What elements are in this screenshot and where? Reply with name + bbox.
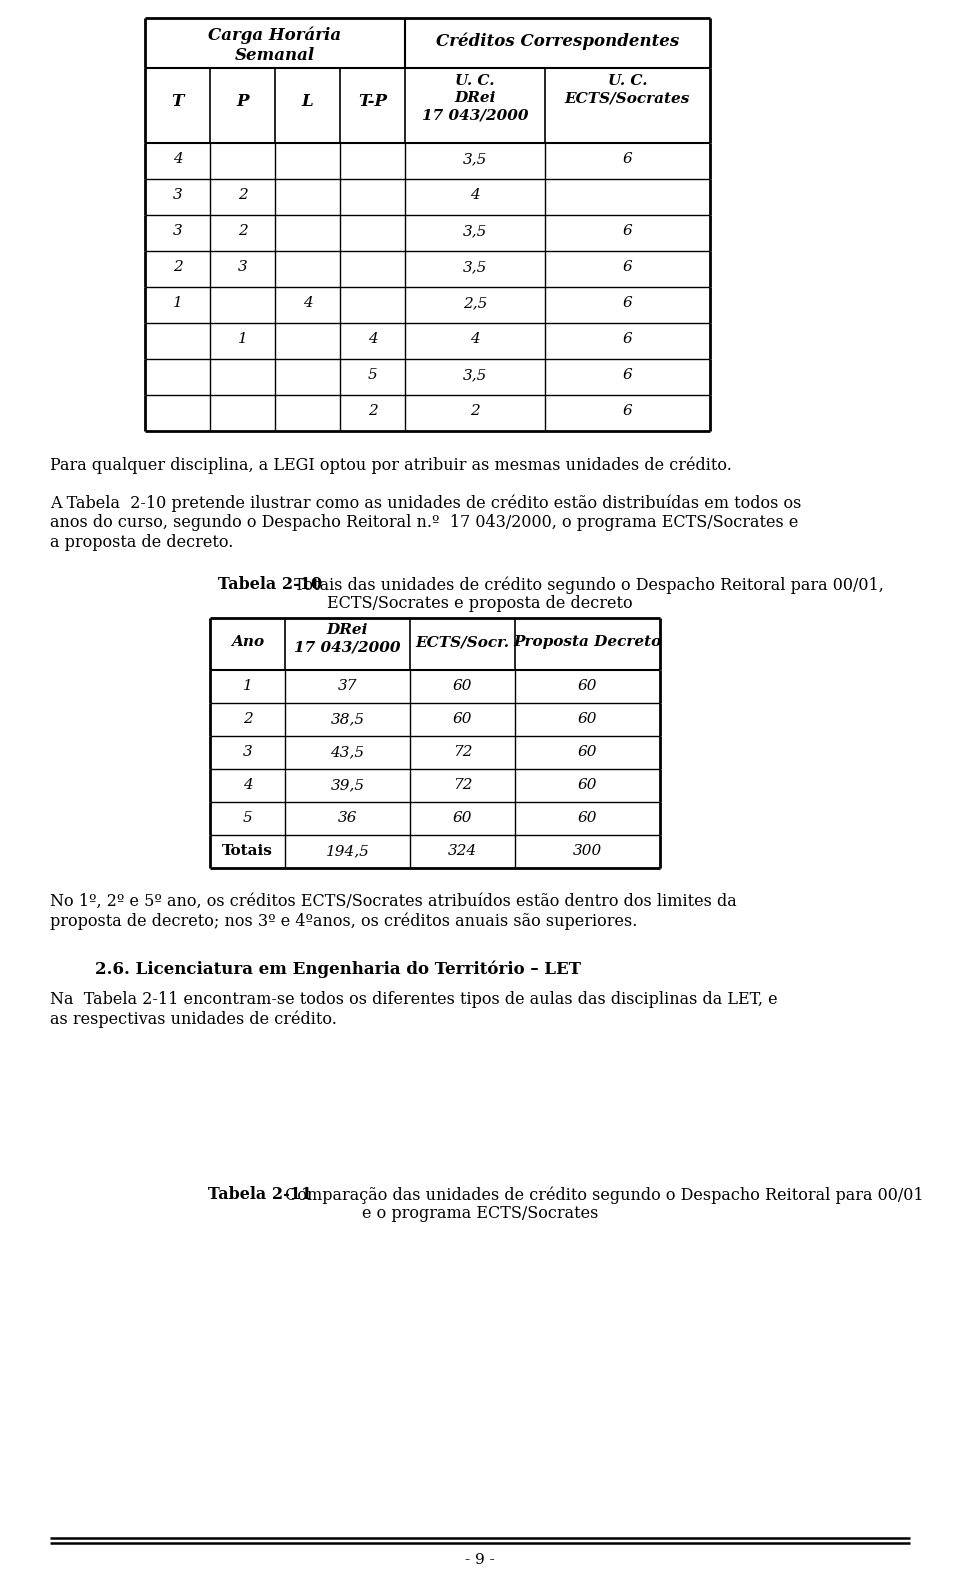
Text: 4: 4 — [368, 332, 377, 346]
Text: P: P — [236, 93, 249, 110]
Text: Comparação das unidades de crédito segundo o Despacho Reitoral para 00/01: Comparação das unidades de crédito segun… — [279, 1185, 924, 1204]
Text: 2: 2 — [173, 259, 182, 274]
Text: 2: 2 — [470, 404, 480, 418]
Text: a proposta de decreto.: a proposta de decreto. — [50, 534, 233, 552]
Text: 37: 37 — [338, 679, 357, 693]
Text: anos do curso, segundo o Despacho Reitoral n.º  17 043/2000, o programa ECTS/Soc: anos do curso, segundo o Despacho Reitor… — [50, 514, 799, 531]
Text: U. C.
DRei
17 043/2000: U. C. DRei 17 043/2000 — [421, 74, 528, 123]
Text: 60: 60 — [578, 778, 597, 792]
Text: 72: 72 — [453, 778, 472, 792]
Text: T: T — [171, 93, 183, 110]
Text: 43,5: 43,5 — [330, 745, 365, 759]
Text: e o programa ECTS/Socrates: e o programa ECTS/Socrates — [362, 1206, 598, 1221]
Text: Totais das unidades de crédito segundo o Despacho Reitoral para 00/01,: Totais das unidades de crédito segundo o… — [289, 575, 884, 594]
Text: 324: 324 — [448, 844, 477, 858]
Text: 2: 2 — [238, 189, 248, 201]
Text: 2: 2 — [368, 404, 377, 418]
Text: 60: 60 — [453, 712, 472, 726]
Text: 6: 6 — [623, 296, 633, 310]
Text: 60: 60 — [578, 811, 597, 825]
Text: 2: 2 — [238, 223, 248, 237]
Text: 3: 3 — [173, 189, 182, 201]
Text: proposta de decreto; nos 3º e 4ºanos, os créditos anuais são superiores.: proposta de decreto; nos 3º e 4ºanos, os… — [50, 913, 637, 931]
Text: 39,5: 39,5 — [330, 778, 365, 792]
Text: 36: 36 — [338, 811, 357, 825]
Text: 5: 5 — [368, 368, 377, 382]
Text: Tabela 2-10: Tabela 2-10 — [218, 575, 322, 593]
Text: 4: 4 — [243, 778, 252, 792]
Text: 60: 60 — [578, 712, 597, 726]
Text: 3: 3 — [243, 745, 252, 759]
Text: 3,5: 3,5 — [463, 368, 487, 382]
Text: 6: 6 — [623, 223, 633, 237]
Text: 4: 4 — [302, 296, 312, 310]
Text: 60: 60 — [453, 811, 472, 825]
Text: 2.6. Licenciatura em Engenharia do Território – LET: 2.6. Licenciatura em Engenharia do Terri… — [95, 960, 581, 978]
Text: 300: 300 — [573, 844, 602, 858]
Text: A Tabela  2-10 pretende ilustrar como as unidades de crédito estão distribuídas : A Tabela 2-10 pretende ilustrar como as … — [50, 494, 802, 511]
Text: 60: 60 — [578, 745, 597, 759]
Text: Créditos Correspondentes: Créditos Correspondentes — [436, 33, 679, 50]
Text: 3: 3 — [173, 223, 182, 237]
Text: T-P: T-P — [358, 93, 387, 110]
Text: No 1º, 2º e 5º ano, os créditos ECTS/Socrates atribuídos estão dentro dos limite: No 1º, 2º e 5º ano, os créditos ECTS/Soc… — [50, 893, 736, 910]
Text: 194,5: 194,5 — [325, 844, 370, 858]
Text: - 9 -: - 9 - — [466, 1553, 494, 1567]
Text: Na  Tabela 2-11 encontram-se todos os diferentes tipos de aulas das disciplinas : Na Tabela 2-11 encontram-se todos os dif… — [50, 990, 778, 1008]
Text: 6: 6 — [623, 332, 633, 346]
Text: as respectivas unidades de crédito.: as respectivas unidades de crédito. — [50, 1011, 337, 1028]
Text: 1: 1 — [173, 296, 182, 310]
Text: Ano: Ano — [231, 635, 264, 649]
Text: U. C.
ECTS/Socrates: U. C. ECTS/Socrates — [564, 74, 690, 105]
Text: 2: 2 — [243, 712, 252, 726]
Text: 2,5: 2,5 — [463, 296, 487, 310]
Text: 3: 3 — [238, 259, 248, 274]
Text: Carga Horária
Semanal: Carga Horária Semanal — [208, 27, 342, 64]
Text: Tabela 2-11: Tabela 2-11 — [208, 1185, 312, 1203]
Text: 4: 4 — [470, 332, 480, 346]
Text: 3,5: 3,5 — [463, 152, 487, 167]
Text: 6: 6 — [623, 404, 633, 418]
Text: 60: 60 — [578, 679, 597, 693]
Text: 5: 5 — [243, 811, 252, 825]
Text: 1: 1 — [243, 679, 252, 693]
Text: ECTS/Socrates e proposta de decreto: ECTS/Socrates e proposta de decreto — [327, 594, 633, 612]
Text: Para qualquer disciplina, a LEGI optou por atribuir as mesmas unidades de crédit: Para qualquer disciplina, a LEGI optou p… — [50, 456, 732, 473]
Text: 1: 1 — [238, 332, 248, 346]
Text: 6: 6 — [623, 152, 633, 167]
Text: 6: 6 — [623, 259, 633, 274]
Text: 4: 4 — [470, 189, 480, 201]
Text: 3,5: 3,5 — [463, 223, 487, 237]
Text: 38,5: 38,5 — [330, 712, 365, 726]
Text: L: L — [301, 93, 313, 110]
Text: 72: 72 — [453, 745, 472, 759]
Text: 60: 60 — [453, 679, 472, 693]
Text: 6: 6 — [623, 368, 633, 382]
Text: 3,5: 3,5 — [463, 259, 487, 274]
Text: ECTS/Socr.: ECTS/Socr. — [416, 635, 510, 649]
Text: Totais: Totais — [222, 844, 273, 858]
Text: 4: 4 — [173, 152, 182, 167]
Text: DRei
17 043/2000: DRei 17 043/2000 — [295, 623, 400, 654]
Text: Proposta Decreto: Proposta Decreto — [514, 635, 661, 649]
